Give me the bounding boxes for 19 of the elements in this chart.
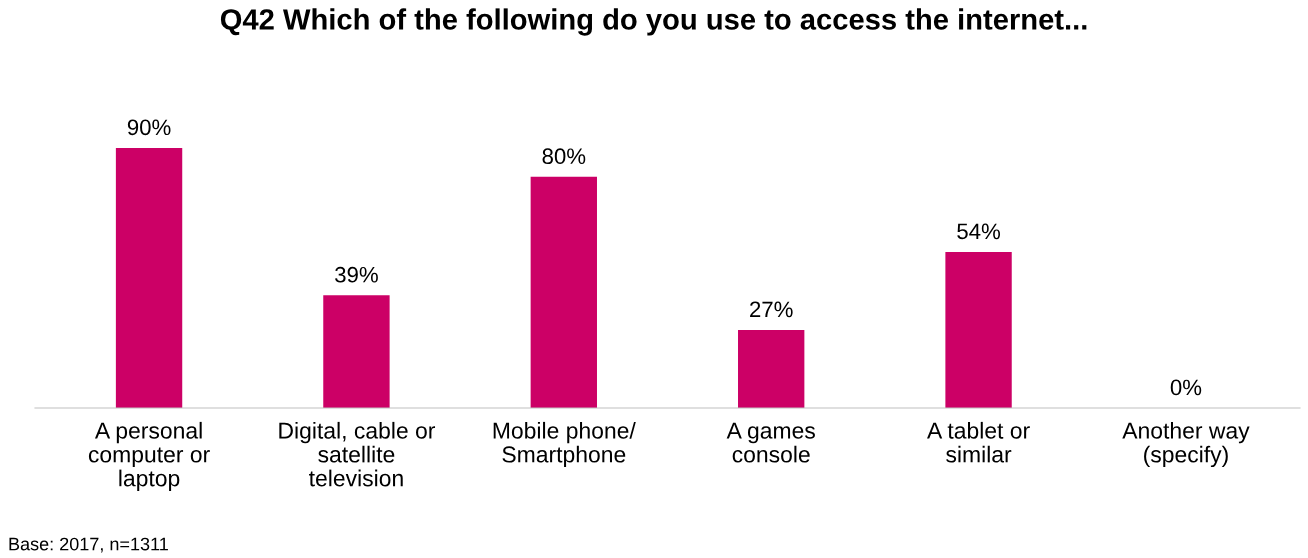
x-tick-label: Digital, cable or satellite television [279, 421, 436, 487]
text: Base: 2017, n=1311 [9, 537, 168, 553]
bar [323, 295, 390, 408]
bar [738, 329, 805, 408]
bar [945, 251, 1012, 408]
data-label: 0% [1170, 379, 1202, 396]
data-label: 54% [957, 223, 1001, 240]
x-tick-label: Another way (specify) [1122, 421, 1250, 468]
data-label: 90% [127, 119, 171, 136]
x-tick-label: Mobile phone/ Smartphone [493, 421, 636, 468]
data-label: 80% [542, 148, 586, 165]
x-tick-label: A games console [726, 422, 815, 463]
chart-title: Q42 Which of the following do you use to access the internet... [220, 8, 1087, 36]
data-label: 27% [750, 301, 793, 318]
x-tick-label: A personal computer or laptop [88, 421, 210, 491]
bar [115, 147, 183, 408]
data-label: 39% [335, 266, 378, 283]
bar [530, 176, 597, 408]
x-tick-label: A tablet or similar [927, 421, 1030, 463]
